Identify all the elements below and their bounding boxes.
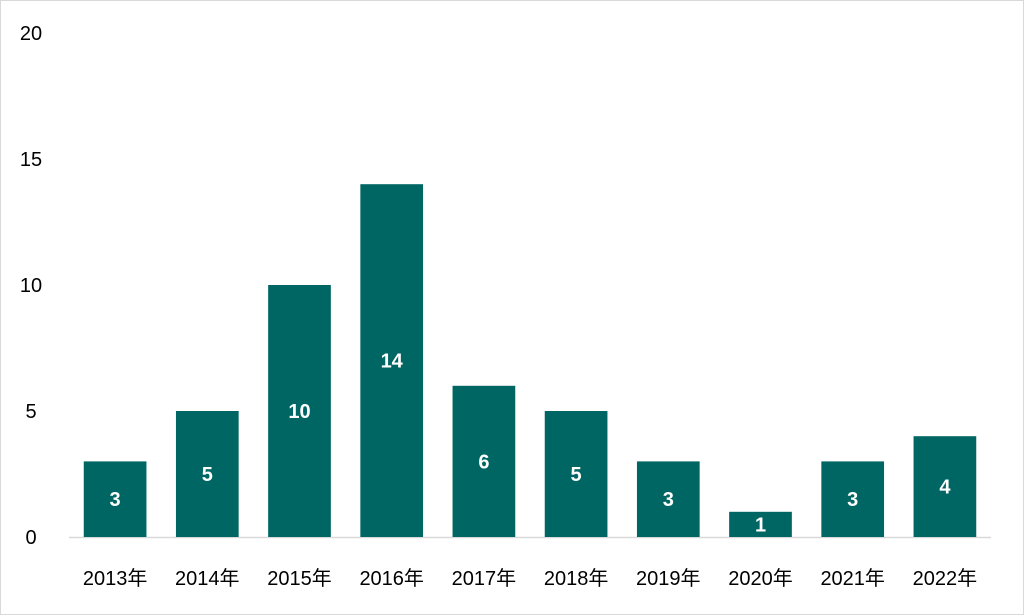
y-tick-label: 10	[20, 275, 42, 297]
bar-value-label: 3	[110, 489, 121, 511]
bar-value-label: 6	[478, 451, 489, 473]
x-category-label: 2015年	[267, 567, 332, 590]
bar	[821, 461, 885, 537]
data-labels: 3 5 10 14 6 5 3 1 3 4	[110, 351, 952, 537]
bar-value-label: 10	[288, 401, 310, 423]
bar	[83, 461, 147, 537]
bar-value-label: 3	[847, 489, 858, 511]
bar	[636, 461, 700, 537]
bar-value-label: 4	[939, 477, 951, 499]
x-category-label: 2017年	[452, 567, 517, 590]
y-axis-ticks: 0 5 10 15 20	[20, 23, 42, 549]
bar-value-label: 3	[663, 489, 674, 511]
y-tick-label: 20	[20, 23, 42, 45]
bar	[452, 385, 516, 537]
x-category-label: 2022年	[913, 567, 978, 590]
bar-value-label: 5	[202, 464, 213, 486]
x-category-label: 2019年	[636, 567, 701, 590]
x-category-label: 2020年	[728, 567, 793, 590]
bar	[544, 411, 608, 537]
bar	[913, 436, 977, 537]
x-category-label: 2013年	[83, 567, 148, 590]
bar	[729, 511, 792, 537]
bar-value-label: 14	[381, 351, 404, 373]
y-tick-label: 15	[20, 149, 42, 171]
x-category-label: 2014年	[175, 567, 240, 590]
y-tick-label: 0	[25, 527, 36, 549]
y-tick-label: 5	[25, 401, 36, 423]
x-category-label: 2021年	[820, 567, 885, 590]
x-category-label: 2018年	[544, 567, 609, 590]
bar-value-label: 1	[755, 514, 766, 536]
x-category-label: 2016年	[359, 567, 424, 590]
bar-value-label: 5	[571, 464, 582, 486]
x-axis-labels: 2013年 2014年 2015年 2016年 2017年 2018年 2019年 2020年…	[83, 567, 977, 590]
bar	[360, 184, 424, 537]
bars	[83, 184, 977, 537]
bar	[175, 411, 239, 537]
bar	[268, 285, 331, 537]
